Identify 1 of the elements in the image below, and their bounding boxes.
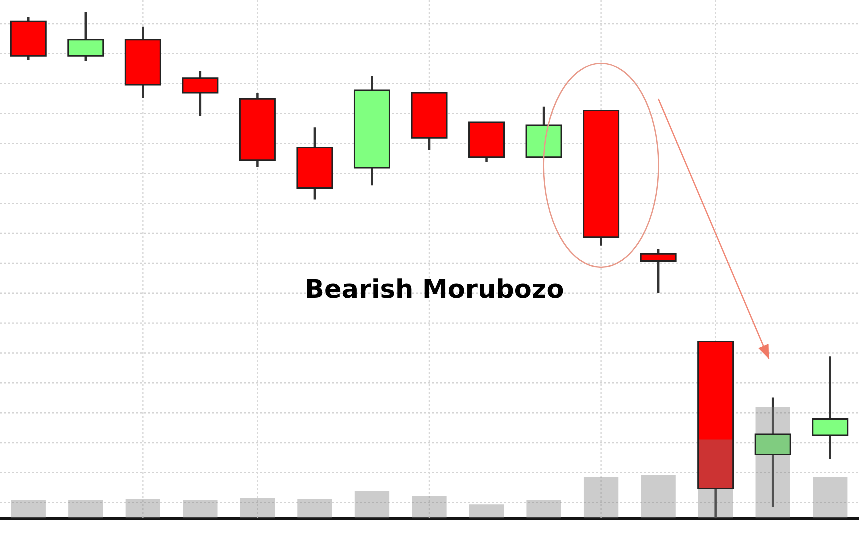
annotation: Bearish Morubozo [305, 275, 564, 305]
